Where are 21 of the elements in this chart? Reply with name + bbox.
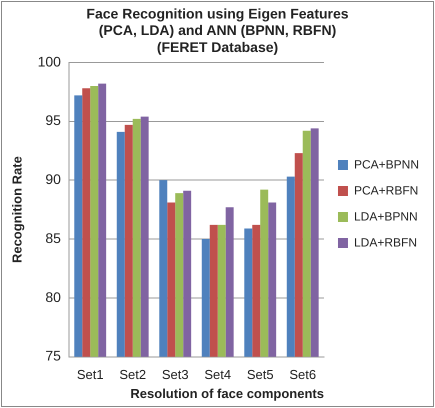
- y-axis-title: Recognition Rate: [9, 156, 24, 264]
- legend-label: PCA+RBFN: [354, 183, 418, 198]
- y-tick-label: 100: [38, 53, 62, 70]
- y-tick-label: 85: [45, 230, 62, 246]
- x-tick-label: Set4: [204, 367, 232, 382]
- text: Face Recognition using Eigen Features: [86, 5, 349, 22]
- x-tick-label: Set3: [162, 367, 189, 382]
- x-tick-label: Set2: [119, 367, 146, 382]
- text: (FERET Database): [156, 38, 278, 55]
- x-tick-label: Set6: [289, 367, 316, 382]
- x-tick-label: Set5: [246, 367, 274, 382]
- y-tick-label: 95: [45, 112, 62, 128]
- y-tick-label: 75: [45, 348, 62, 364]
- legend-label: PCA+BPNN: [354, 157, 420, 172]
- y-tick-label: 90: [45, 171, 62, 188]
- y-tick-label: 80: [45, 288, 62, 305]
- x-axis-title: Resolution of face components: [130, 386, 324, 401]
- legend-label: LDA+BPNN: [354, 209, 418, 224]
- x-tick-label: Set1: [76, 367, 104, 382]
- legend-label: LDA+RBFN: [354, 235, 418, 250]
- text: (PCA, LDA) and ANN (BPNN, RBFN): [98, 22, 336, 38]
